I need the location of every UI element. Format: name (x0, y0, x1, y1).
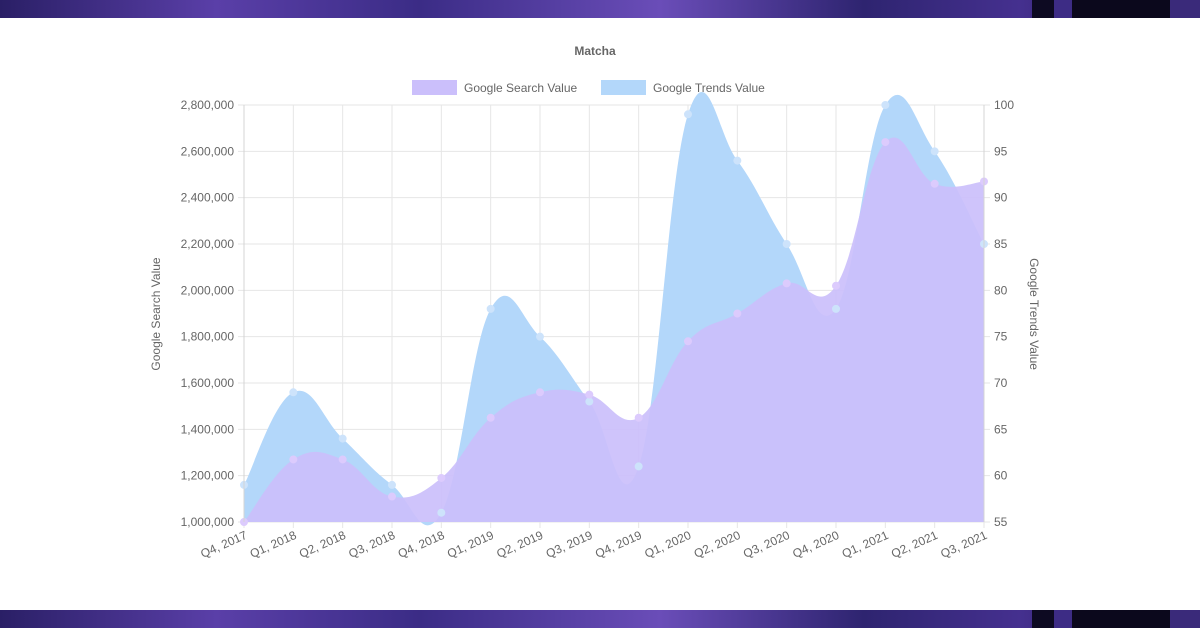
y-right-tick-label: 75 (994, 330, 1008, 344)
data-point (733, 156, 742, 165)
legend-label: Google Trends Value (653, 81, 765, 95)
y-right-tick-label: 85 (994, 237, 1008, 251)
chart: Matcha 1,000,000 1,200,000 1,400,000 1,600,… (149, 44, 1041, 561)
x-tick-label: Q1, 2019 (445, 528, 496, 561)
x-tick-label: Q3, 2021 (938, 528, 989, 561)
y-left-tick-label: 2,200,000 (181, 237, 235, 251)
data-point (684, 337, 692, 346)
y-left-tick-label: 1,800,000 (181, 330, 235, 344)
y-right-tick-label: 55 (994, 515, 1008, 529)
legend-swatch (412, 80, 457, 95)
y-right-tick-label: 90 (994, 191, 1008, 205)
legend: Google Search Value Google Trends Value (412, 80, 765, 95)
top-banner-strip (0, 0, 1200, 18)
data-point (832, 304, 840, 313)
y-right-tick-label: 100 (994, 98, 1014, 112)
data-point (437, 473, 446, 482)
data-point (634, 462, 643, 471)
x-tick-label: Q3, 2020 (741, 528, 792, 561)
data-point (388, 480, 396, 489)
data-point (634, 413, 643, 422)
y-left-tick-label: 2,800,000 (181, 98, 235, 112)
y-right-tick-label: 65 (994, 422, 1008, 436)
data-point (684, 110, 692, 119)
data-point (486, 304, 495, 313)
data-point (832, 281, 840, 290)
y-left-tick-label: 2,600,000 (181, 144, 235, 158)
data-point (289, 388, 298, 397)
data-point (536, 332, 544, 341)
series-areas (244, 92, 984, 526)
data-point (930, 147, 939, 156)
x-tick-label: Q4, 2017 (198, 528, 249, 561)
x-tick-label: Q4, 2018 (396, 528, 447, 561)
bottom-banner-strip (0, 610, 1200, 628)
x-tick-label: Q2, 2018 (297, 528, 348, 561)
legend-swatch (601, 80, 646, 95)
data-point (733, 309, 742, 318)
y-left-tick-label: 2,400,000 (181, 191, 235, 205)
x-tick-label: Q1, 2020 (642, 528, 693, 561)
data-point (437, 508, 446, 517)
x-tick-label: Q4, 2019 (593, 528, 644, 561)
x-tick-label: Q3, 2018 (346, 528, 397, 561)
data-point (536, 388, 544, 397)
x-tick-label: Q2, 2019 (494, 528, 545, 561)
y-right-tick-label: 70 (994, 376, 1008, 390)
area-google-search-value (244, 137, 984, 522)
y-right-tick-label: 80 (994, 283, 1008, 297)
legend-label: Google Search Value (464, 81, 578, 95)
data-point (930, 179, 939, 188)
y-right-tick-label: 60 (994, 469, 1008, 483)
y-left-tick-label: 1,600,000 (181, 376, 235, 390)
data-point (782, 279, 791, 288)
y-left-tick-label: 1,000,000 (181, 515, 235, 529)
x-tick-label: Q2, 2020 (692, 528, 743, 561)
data-point (486, 413, 495, 422)
data-point (585, 397, 594, 406)
x-tick-label: Q1, 2018 (248, 528, 299, 561)
data-point (881, 138, 890, 147)
data-point (881, 101, 890, 109)
x-tick-label: Q1, 2021 (840, 528, 891, 561)
x-tick-label: Q3, 2019 (544, 528, 595, 561)
data-point (338, 455, 347, 464)
data-point (388, 492, 396, 501)
chart-card: Matcha 1,000,000 1,200,000 1,400,000 1,600,… (0, 18, 1200, 610)
y-right-axis-title: Google Trends Value (1027, 258, 1041, 370)
y-left-axis-title: Google Search Value (149, 257, 163, 371)
data-point (782, 240, 791, 248)
x-tick-label: Q2, 2021 (889, 528, 940, 561)
x-tick-label: Q4, 2020 (790, 528, 841, 561)
chart-title: Matcha (574, 44, 616, 58)
y-left-tick-label: 1,200,000 (181, 469, 235, 483)
data-point (338, 434, 347, 443)
y-left-tick-label: 1,400,000 (181, 422, 235, 436)
data-point (289, 455, 298, 464)
y-left-tick-label: 2,000,000 (181, 283, 235, 297)
data-point (585, 390, 594, 399)
y-right-tick-label: 95 (994, 144, 1008, 158)
